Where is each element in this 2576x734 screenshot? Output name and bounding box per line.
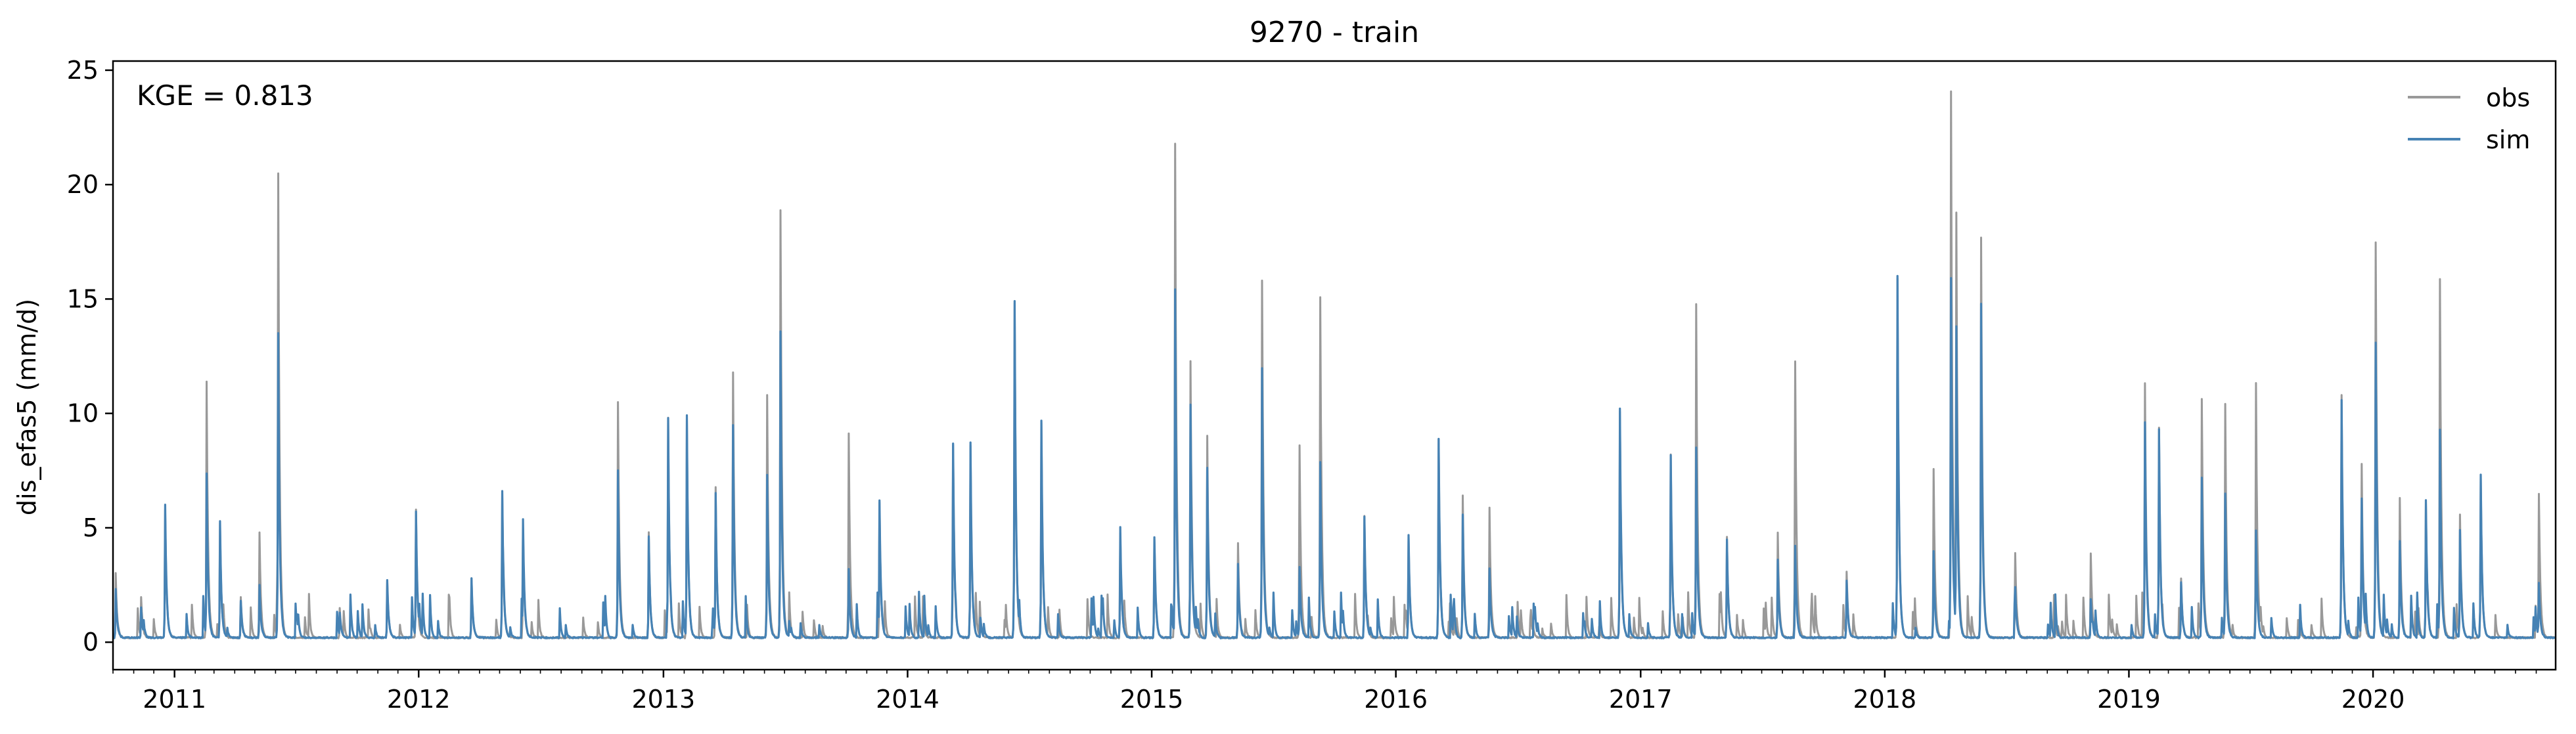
chart-title: 9270 - train	[1250, 16, 1419, 49]
x-tick-label: 2018	[1853, 685, 1917, 714]
legend: obs sim	[2408, 83, 2530, 154]
legend-sim-label: sim	[2486, 125, 2530, 154]
x-tick-label: 2015	[1120, 685, 1184, 714]
y-axis-label: dis_efas5 (mm/d)	[12, 299, 41, 515]
x-tick-label: 2014	[876, 685, 939, 714]
x-axis: 2011 2012 2013 2014 2015 2016 2017 2018 2019 2020	[112, 670, 2537, 714]
y-tick-label: 20	[67, 170, 99, 199]
y-tick-label: 25	[67, 56, 99, 85]
x-tick-label: 2013	[632, 685, 696, 714]
x-tick-label: 2012	[387, 685, 451, 714]
x-tick-label: 2017	[1609, 685, 1673, 714]
series-line-sim	[113, 274, 2556, 639]
legend-obs-label: obs	[2486, 83, 2530, 112]
kge-annotation: KGE = 0.813	[137, 79, 313, 112]
y-tick-label: 0	[83, 628, 99, 657]
y-axis: 0 5 10 15 20 25	[67, 56, 113, 657]
x-tick-label: 2019	[2097, 685, 2161, 714]
plot-area	[113, 90, 2556, 639]
y-tick-label: 5	[83, 513, 99, 542]
x-tick-label: 2011	[143, 685, 206, 714]
x-tick-label: 2020	[2341, 685, 2405, 714]
y-tick-label: 10	[67, 399, 99, 428]
y-tick-label: 15	[67, 284, 99, 313]
x-tick-label: 2016	[1364, 685, 1428, 714]
